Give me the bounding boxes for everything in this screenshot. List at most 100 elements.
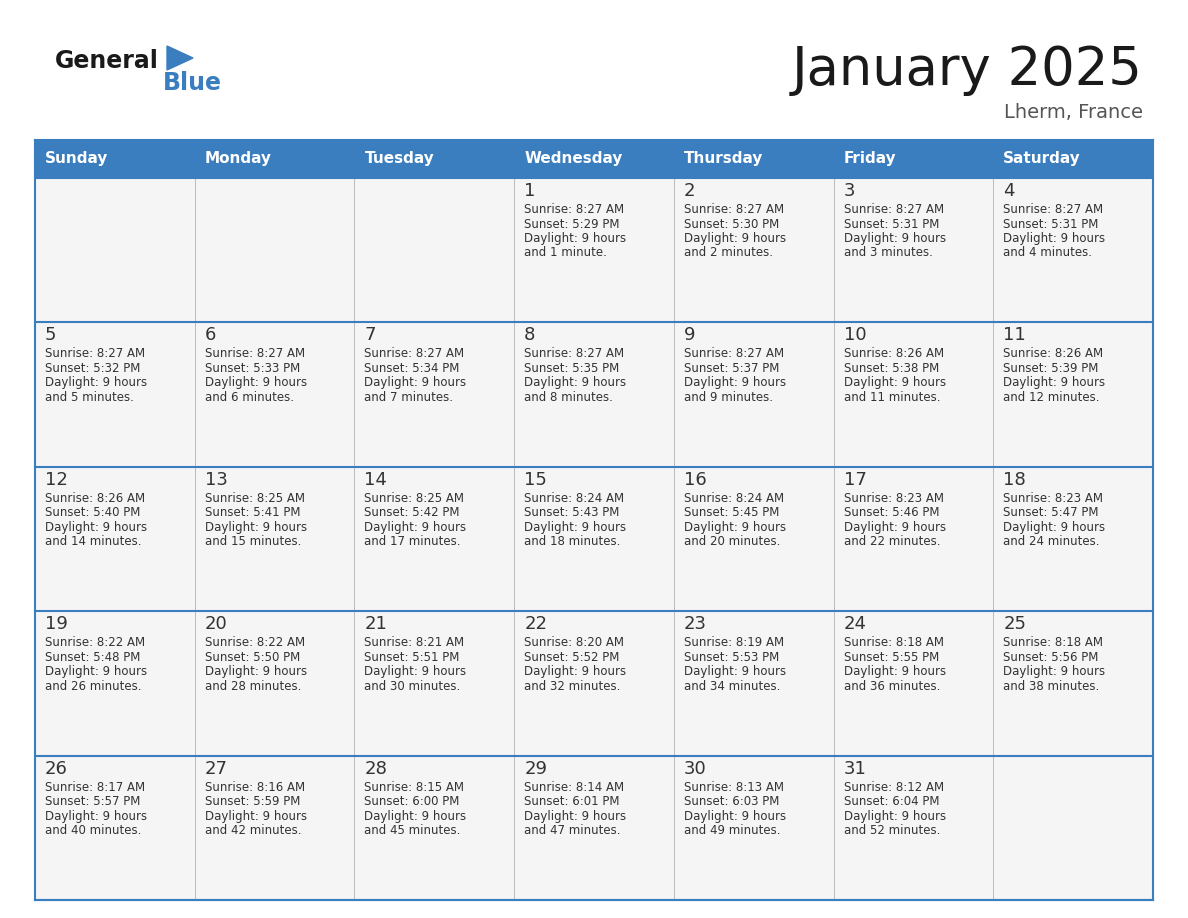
Text: Wednesday: Wednesday — [524, 151, 623, 166]
Text: 11: 11 — [1004, 327, 1026, 344]
Text: Monday: Monday — [204, 151, 272, 166]
Text: Sunset: 5:47 PM: Sunset: 5:47 PM — [1004, 507, 1099, 520]
Text: Sunrise: 8:22 AM: Sunrise: 8:22 AM — [45, 636, 145, 649]
Text: Sunset: 5:30 PM: Sunset: 5:30 PM — [684, 218, 779, 230]
Text: Sunset: 5:43 PM: Sunset: 5:43 PM — [524, 507, 619, 520]
Text: Daylight: 9 hours: Daylight: 9 hours — [1004, 521, 1105, 533]
Text: Daylight: 9 hours: Daylight: 9 hours — [365, 666, 467, 678]
Text: Sunset: 5:50 PM: Sunset: 5:50 PM — [204, 651, 299, 664]
Text: Sunrise: 8:27 AM: Sunrise: 8:27 AM — [204, 347, 305, 361]
Text: and 28 minutes.: and 28 minutes. — [204, 679, 301, 693]
Text: Sunrise: 8:22 AM: Sunrise: 8:22 AM — [204, 636, 305, 649]
Text: Saturday: Saturday — [1004, 151, 1081, 166]
Text: 5: 5 — [45, 327, 57, 344]
Text: Daylight: 9 hours: Daylight: 9 hours — [843, 521, 946, 533]
Bar — [34, 611, 1154, 756]
Text: and 47 minutes.: and 47 minutes. — [524, 824, 620, 837]
Text: Sunrise: 8:27 AM: Sunrise: 8:27 AM — [365, 347, 465, 361]
Text: Sunrise: 8:15 AM: Sunrise: 8:15 AM — [365, 780, 465, 793]
Text: Sunrise: 8:13 AM: Sunrise: 8:13 AM — [684, 780, 784, 793]
Text: 26: 26 — [45, 759, 68, 778]
Text: and 7 minutes.: and 7 minutes. — [365, 391, 454, 404]
Text: Daylight: 9 hours: Daylight: 9 hours — [45, 521, 147, 533]
Text: 15: 15 — [524, 471, 546, 488]
Text: Sunset: 5:29 PM: Sunset: 5:29 PM — [524, 218, 620, 230]
Text: Daylight: 9 hours: Daylight: 9 hours — [843, 666, 946, 678]
Text: Sunrise: 8:27 AM: Sunrise: 8:27 AM — [843, 203, 943, 216]
Text: and 24 minutes.: and 24 minutes. — [1004, 535, 1100, 548]
Text: and 9 minutes.: and 9 minutes. — [684, 391, 773, 404]
Text: Daylight: 9 hours: Daylight: 9 hours — [204, 376, 307, 389]
Text: Daylight: 9 hours: Daylight: 9 hours — [204, 810, 307, 823]
Text: Sunset: 5:48 PM: Sunset: 5:48 PM — [45, 651, 140, 664]
Text: 17: 17 — [843, 471, 866, 488]
Text: General: General — [55, 49, 159, 73]
Text: 28: 28 — [365, 759, 387, 778]
Bar — [34, 322, 1154, 466]
Text: Daylight: 9 hours: Daylight: 9 hours — [365, 810, 467, 823]
Text: and 17 minutes.: and 17 minutes. — [365, 535, 461, 548]
Bar — [34, 140, 1154, 178]
Bar — [34, 466, 1154, 611]
Text: and 1 minute.: and 1 minute. — [524, 247, 607, 260]
Text: 3: 3 — [843, 182, 855, 200]
Text: Sunrise: 8:27 AM: Sunrise: 8:27 AM — [524, 347, 624, 361]
Text: Sunset: 5:52 PM: Sunset: 5:52 PM — [524, 651, 619, 664]
Text: Sunset: 5:51 PM: Sunset: 5:51 PM — [365, 651, 460, 664]
Text: and 2 minutes.: and 2 minutes. — [684, 247, 773, 260]
Text: Sunrise: 8:26 AM: Sunrise: 8:26 AM — [45, 492, 145, 505]
Text: Sunset: 5:55 PM: Sunset: 5:55 PM — [843, 651, 939, 664]
Text: Daylight: 9 hours: Daylight: 9 hours — [843, 232, 946, 245]
Text: and 30 minutes.: and 30 minutes. — [365, 679, 461, 693]
Text: Sunrise: 8:25 AM: Sunrise: 8:25 AM — [204, 492, 304, 505]
Text: Sunset: 5:32 PM: Sunset: 5:32 PM — [45, 362, 140, 375]
Text: Sunset: 5:53 PM: Sunset: 5:53 PM — [684, 651, 779, 664]
Text: Daylight: 9 hours: Daylight: 9 hours — [524, 521, 626, 533]
Text: Sunset: 5:46 PM: Sunset: 5:46 PM — [843, 507, 939, 520]
Text: Sunset: 5:35 PM: Sunset: 5:35 PM — [524, 362, 619, 375]
Text: Daylight: 9 hours: Daylight: 9 hours — [1004, 666, 1105, 678]
Text: Sunrise: 8:14 AM: Sunrise: 8:14 AM — [524, 780, 624, 793]
Text: 2: 2 — [684, 182, 695, 200]
Text: and 5 minutes.: and 5 minutes. — [45, 391, 134, 404]
Text: and 22 minutes.: and 22 minutes. — [843, 535, 940, 548]
Text: 21: 21 — [365, 615, 387, 633]
Text: 24: 24 — [843, 615, 866, 633]
Text: January 2025: January 2025 — [792, 44, 1143, 96]
Text: 18: 18 — [1004, 471, 1026, 488]
Text: 19: 19 — [45, 615, 68, 633]
Text: Sunrise: 8:21 AM: Sunrise: 8:21 AM — [365, 636, 465, 649]
Text: Sunset: 5:57 PM: Sunset: 5:57 PM — [45, 795, 140, 808]
Text: Daylight: 9 hours: Daylight: 9 hours — [524, 232, 626, 245]
Text: Sunrise: 8:12 AM: Sunrise: 8:12 AM — [843, 780, 943, 793]
Text: and 20 minutes.: and 20 minutes. — [684, 535, 781, 548]
Text: Sunrise: 8:27 AM: Sunrise: 8:27 AM — [45, 347, 145, 361]
Text: Daylight: 9 hours: Daylight: 9 hours — [684, 666, 786, 678]
Text: 14: 14 — [365, 471, 387, 488]
Text: and 18 minutes.: and 18 minutes. — [524, 535, 620, 548]
Text: Daylight: 9 hours: Daylight: 9 hours — [204, 521, 307, 533]
Text: Daylight: 9 hours: Daylight: 9 hours — [684, 521, 786, 533]
Text: and 45 minutes.: and 45 minutes. — [365, 824, 461, 837]
Text: Sunrise: 8:16 AM: Sunrise: 8:16 AM — [204, 780, 305, 793]
Text: Sunset: 5:33 PM: Sunset: 5:33 PM — [204, 362, 299, 375]
Text: Lherm, France: Lherm, France — [1004, 103, 1143, 122]
Text: Sunset: 5:31 PM: Sunset: 5:31 PM — [843, 218, 939, 230]
Text: 22: 22 — [524, 615, 548, 633]
Text: 20: 20 — [204, 615, 227, 633]
Text: 31: 31 — [843, 759, 866, 778]
Text: Sunset: 5:56 PM: Sunset: 5:56 PM — [1004, 651, 1099, 664]
Bar — [34, 178, 1154, 322]
Text: Sunrise: 8:27 AM: Sunrise: 8:27 AM — [684, 347, 784, 361]
Text: Sunrise: 8:26 AM: Sunrise: 8:26 AM — [1004, 347, 1104, 361]
Text: Daylight: 9 hours: Daylight: 9 hours — [45, 666, 147, 678]
Text: and 32 minutes.: and 32 minutes. — [524, 679, 620, 693]
Text: Sunrise: 8:24 AM: Sunrise: 8:24 AM — [524, 492, 624, 505]
Text: Daylight: 9 hours: Daylight: 9 hours — [365, 521, 467, 533]
Polygon shape — [168, 46, 192, 70]
Text: Sunset: 6:03 PM: Sunset: 6:03 PM — [684, 795, 779, 808]
Text: Sunrise: 8:27 AM: Sunrise: 8:27 AM — [1004, 203, 1104, 216]
Text: Daylight: 9 hours: Daylight: 9 hours — [843, 810, 946, 823]
Text: Sunset: 5:42 PM: Sunset: 5:42 PM — [365, 507, 460, 520]
Text: 7: 7 — [365, 327, 375, 344]
